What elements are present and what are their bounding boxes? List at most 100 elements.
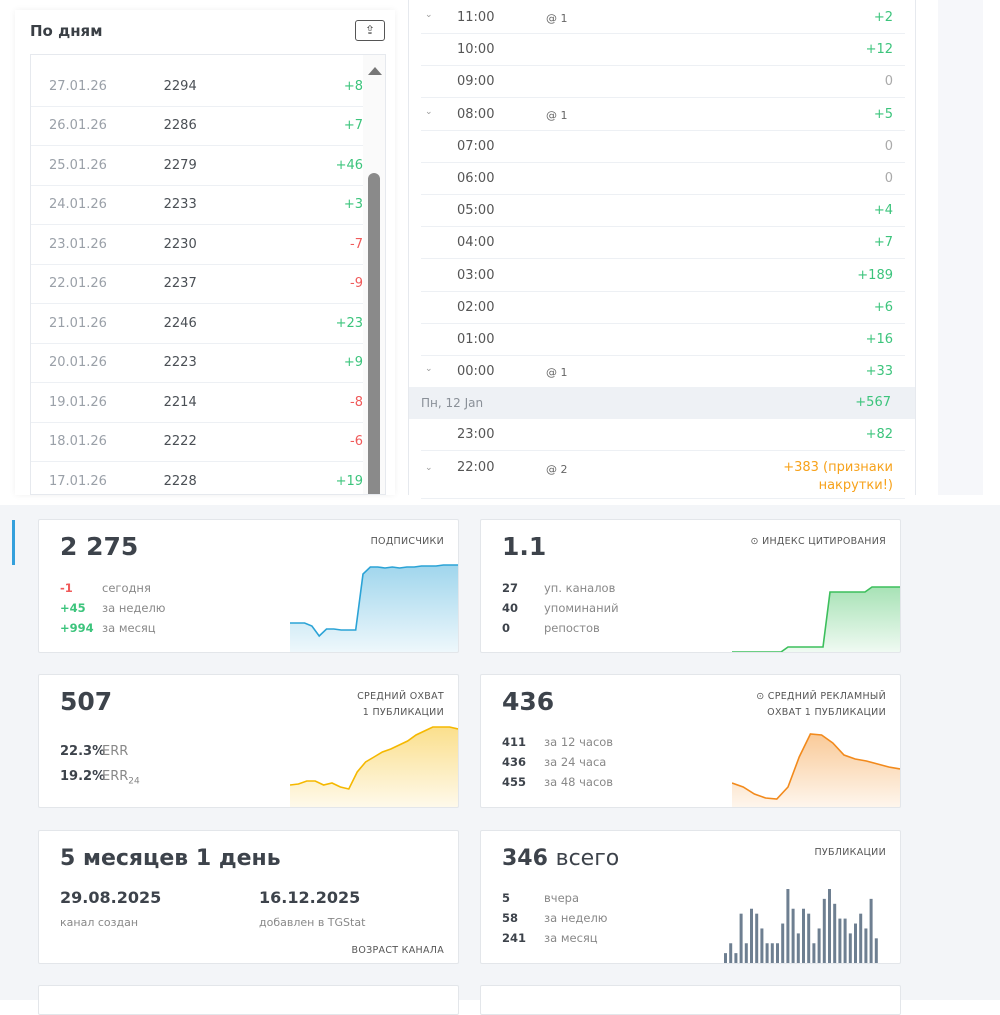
row-date: 18.01.26 xyxy=(49,434,107,450)
export-button[interactable]: ⇪ xyxy=(355,20,385,41)
stat-label: за 12 часов xyxy=(544,735,614,749)
chart-area xyxy=(732,587,900,652)
row-date: 24.01.26 xyxy=(49,197,107,213)
posts-bar xyxy=(864,928,868,963)
stat-row: 0 репостов xyxy=(502,618,619,638)
stat-label: за 48 часов xyxy=(544,775,614,789)
row-subscribers: 2223 xyxy=(163,355,197,371)
row-subscribers: 2230 xyxy=(163,236,197,252)
hour-row: 04:00 +7 xyxy=(421,227,905,260)
subscribers-chart xyxy=(290,564,458,652)
row-change: +7 xyxy=(343,118,364,134)
chevron-down-icon[interactable]: ⌄ xyxy=(425,106,433,117)
scrollbar[interactable] xyxy=(363,55,385,494)
stats-section: 2 275 ПОДПИСЧИКИ -1 сегодня +45 за неделю +9… xyxy=(0,505,1000,1015)
hour-mentions[interactable]: @ 1 xyxy=(546,366,568,380)
posts-bar xyxy=(739,913,743,963)
hour-time: 06:00 xyxy=(457,171,495,186)
posts-bar xyxy=(765,943,769,963)
hour-mentions[interactable]: @ 1 xyxy=(546,108,568,122)
posts-bar xyxy=(750,908,753,963)
active-indicator xyxy=(12,520,15,565)
stat-value: 5 xyxy=(502,891,511,905)
hour-row: 05:00 +4 xyxy=(421,195,905,228)
chevron-down-icon[interactable]: ⌄ xyxy=(425,10,433,20)
age-card[interactable]: 5 месяцев 1 день 29.08.2025 канал создан… xyxy=(38,830,459,964)
hour-change: +189 xyxy=(857,267,893,283)
stat-row: +45 за неделю xyxy=(60,598,165,618)
row-subscribers: 2228 xyxy=(163,473,197,489)
reach-label-2: 1 ПУБЛИКАЦИИ xyxy=(362,707,444,718)
hour-mentions[interactable]: @ 2 xyxy=(546,463,568,476)
day-label: Пн, 12 Jan xyxy=(421,396,484,410)
scroll-up-icon[interactable] xyxy=(368,67,382,75)
reach-card[interactable]: 507 СРЕДНИЙ ОХВАТ 1 ПУБЛИКАЦИИ 22.3%ERR 19… xyxy=(38,674,459,808)
upload-icon: ⇪ xyxy=(364,23,376,37)
posts-bar xyxy=(776,943,779,963)
posts-bar xyxy=(760,928,764,963)
info-icon[interactable]: ⊙ xyxy=(756,691,768,702)
posts-bar xyxy=(869,898,873,963)
posts-bar xyxy=(833,903,837,963)
stat-label: ERR xyxy=(102,744,129,759)
stat-label: за месяц xyxy=(544,931,598,945)
stat-row: +994 за месяц xyxy=(60,618,165,638)
daily-title: По дням xyxy=(30,22,103,40)
hourly-table: ⌄ 11:00 @ 1 +2 10:00 +12 09:00 0 ⌄ 08:00 @ 1 +5 07:0… xyxy=(408,0,916,499)
chevron-down-icon[interactable]: ⌄ xyxy=(425,463,433,473)
stat-label: за 24 часа xyxy=(544,755,607,769)
row-subscribers: 2222 xyxy=(163,434,197,450)
row-change: +9 xyxy=(343,355,364,371)
citation-card[interactable]: 1.1 ⊙ ИНДЕКС ЦИТИРОВАНИЯ 27 уп. каналов 40… xyxy=(480,519,901,653)
hour-time: 23:00 xyxy=(457,427,495,442)
row-subscribers: 2237 xyxy=(163,276,197,292)
stat-row: 19.2%ERR24 xyxy=(60,764,140,795)
row-change: -9 xyxy=(350,276,364,292)
reach-value: 507 xyxy=(60,687,113,716)
posts-bar xyxy=(843,918,847,963)
posts-bar xyxy=(786,889,790,963)
daily-panel: По дням ⇪ 27.01.26 2294 +8 26.01.26 2286 +7 25… xyxy=(15,10,395,495)
scrollbar-thumb[interactable] xyxy=(368,173,380,494)
posts-bar xyxy=(802,908,805,963)
stat-label: ERR xyxy=(102,769,129,784)
chart-line xyxy=(732,733,900,800)
daily-row: 24.01.26 2233 +3 xyxy=(31,186,363,225)
stat-row: 241 за месяц xyxy=(502,928,607,948)
posts-card[interactable]: 346 всего ПУБЛИКАЦИИ 5 вчера 58 за неделю 24… xyxy=(480,830,901,964)
created-label: канал создан xyxy=(60,916,139,929)
chevron-down-icon[interactable]: ⌄ xyxy=(425,364,433,375)
age-label: ВОЗРАСТ КАНАЛА xyxy=(351,945,444,956)
stat-value: 19.2% xyxy=(60,769,106,784)
created-date: 29.08.2025 xyxy=(60,888,162,907)
posts-bar xyxy=(874,938,878,963)
daily-row: 18.01.26 2222 -6 xyxy=(31,423,363,462)
posts-bar xyxy=(770,943,774,963)
daily-table: 27.01.26 2294 +8 26.01.26 2286 +7 25.01.26 2279… xyxy=(30,54,386,495)
stat-label: за неделю xyxy=(544,911,608,925)
stat-label: уп. каналов xyxy=(544,581,616,595)
row-change: -8 xyxy=(350,394,364,410)
hour-change: +5 xyxy=(873,106,893,122)
added-label: добавлен в TGStat xyxy=(259,916,366,929)
stat-row: -1 сегодня xyxy=(60,578,165,598)
hour-row: 07:00 0 xyxy=(421,131,905,163)
citation-chart xyxy=(732,586,900,652)
info-icon[interactable]: ⊙ xyxy=(750,536,763,547)
stat-subscript: 24 xyxy=(128,776,140,787)
row-subscribers: 2279 xyxy=(163,157,197,173)
stat-value: 241 xyxy=(502,931,527,945)
posts-bar xyxy=(828,889,831,963)
next-card xyxy=(480,985,901,1015)
daily-row: 22.01.26 2237 -9 xyxy=(31,265,364,304)
row-date: 19.01.26 xyxy=(49,394,107,410)
hour-time: 02:00 xyxy=(457,299,495,315)
stat-label: сегодня xyxy=(102,581,151,595)
row-date: 17.01.26 xyxy=(49,473,107,489)
ad-reach-card[interactable]: 436 ⊙ СРЕДНИЙ РЕКЛАМНЫЙ ОХВАТ 1 ПУБЛИКАЦИ… xyxy=(480,674,901,808)
subscribers-card[interactable]: 2 275 ПОДПИСЧИКИ -1 сегодня +45 за неделю +9… xyxy=(38,519,459,653)
top-section: По дням ⇪ 27.01.26 2294 +8 26.01.26 2286 +7 25… xyxy=(0,0,1000,499)
chart-line xyxy=(290,564,458,638)
posts-value: 346 xyxy=(502,846,548,871)
hour-mentions[interactable]: @ 1 xyxy=(546,12,568,25)
